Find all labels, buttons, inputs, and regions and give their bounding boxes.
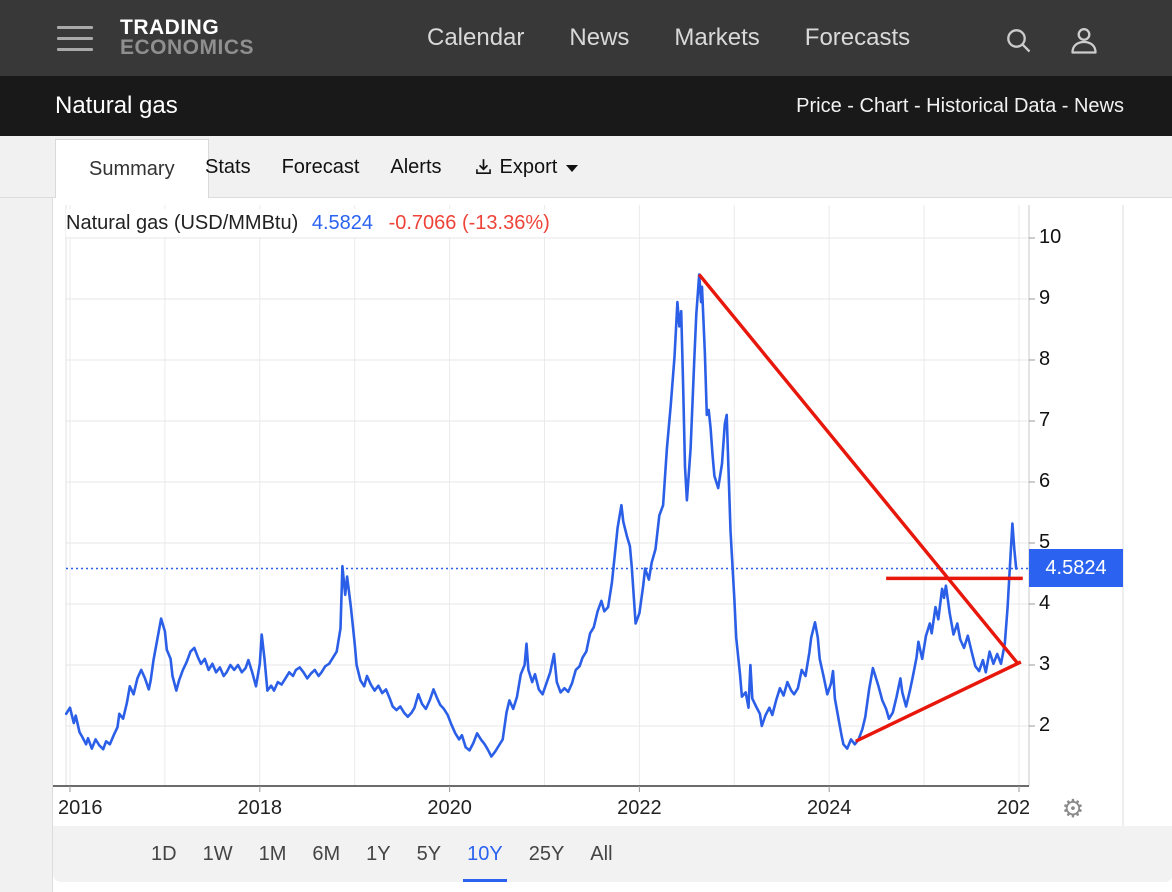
caret-down-icon bbox=[566, 165, 579, 172]
range-button-1d[interactable]: 1D bbox=[151, 842, 177, 865]
x-axis-label-2018: 2018 bbox=[237, 797, 283, 819]
nav-link-forecasts[interactable]: Forecasts bbox=[804, 24, 911, 51]
chart-card: Natural gas (USD/MMBtu) 4.5824 -0.7066 (… bbox=[52, 198, 1172, 892]
x-axis-labels: 2016 2018 2020 2022 2024 2026 bbox=[53, 797, 1029, 823]
descending-trendline bbox=[697, 273, 1020, 665]
nav-link-news[interactable]: News bbox=[569, 24, 630, 51]
y-axis-label-6: 6 bbox=[1039, 470, 1051, 492]
main-nav-links: Calendar News Markets Forecasts bbox=[427, 0, 910, 76]
tab-forecast[interactable]: Forecast bbox=[281, 155, 360, 178]
export-label: Export bbox=[499, 155, 558, 178]
range-button-1w[interactable]: 1W bbox=[202, 842, 233, 865]
y-axis-label-5: 5 bbox=[1039, 531, 1051, 553]
range-button-1y[interactable]: 1Y bbox=[366, 842, 391, 865]
logo-line1: TRADING bbox=[120, 16, 220, 39]
user-account-icon[interactable] bbox=[1069, 26, 1099, 56]
current-price-badge: 4.5824 bbox=[1029, 549, 1123, 587]
instrument-label: Natural gas (USD/MMBtu) bbox=[66, 212, 299, 234]
price-chart[interactable] bbox=[53, 198, 1172, 826]
x-axis-label-2022: 2022 bbox=[617, 797, 662, 819]
range-button-6m[interactable]: 6M bbox=[312, 842, 341, 865]
ascending-trendline bbox=[855, 660, 1022, 743]
y-axis-label-4: 4 bbox=[1039, 592, 1051, 614]
logo-line2: ECONOMICS bbox=[120, 36, 255, 59]
search-icon[interactable] bbox=[1004, 26, 1034, 56]
download-icon bbox=[475, 158, 491, 174]
page-title: Natural gas bbox=[55, 92, 178, 119]
instrument-title-bar: Natural gas Price - Chart - Historical D… bbox=[0, 76, 1172, 136]
tab-bar: Summary Stats Forecast Alerts Export bbox=[0, 136, 1172, 199]
chart-settings-gear-icon[interactable]: ⚙ bbox=[1061, 795, 1085, 823]
tab-group: Stats Forecast Alerts Export bbox=[205, 136, 579, 198]
export-button[interactable]: Export bbox=[473, 156, 579, 179]
x-axis-label-2026: 2026 bbox=[996, 797, 1029, 819]
hamburger-menu-icon[interactable] bbox=[57, 26, 93, 53]
tab-stats[interactable]: Stats bbox=[205, 155, 251, 178]
range-button-all[interactable]: All bbox=[590, 842, 613, 865]
y-axis-label-10: 10 bbox=[1039, 226, 1062, 248]
range-button-25y[interactable]: 25Y bbox=[528, 842, 565, 865]
y-axis-label-2: 2 bbox=[1039, 714, 1051, 736]
nav-link-markets[interactable]: Markets bbox=[674, 24, 760, 51]
x-axis-label-2024: 2024 bbox=[806, 797, 852, 819]
price-change-value: -0.7066 (-13.36%) bbox=[388, 212, 550, 234]
trading-economics-logo[interactable]: TRADING ECONOMICS bbox=[120, 16, 255, 59]
x-axis-label-2020: 2020 bbox=[427, 797, 472, 819]
last-price-value: 4.5824 bbox=[311, 212, 374, 234]
range-button-1m[interactable]: 1M bbox=[258, 842, 287, 865]
nav-link-calendar[interactable]: Calendar bbox=[427, 24, 525, 51]
x-axis-label-2016: 2016 bbox=[58, 797, 103, 819]
breadcrumb[interactable]: Price - Chart - Historical Data - News bbox=[796, 94, 1124, 117]
tab-summary[interactable]: Summary bbox=[55, 139, 209, 199]
range-button-5y[interactable]: 5Y bbox=[416, 842, 442, 865]
y-axis-label-7: 7 bbox=[1039, 409, 1051, 431]
time-range-selector: 1D 1W 1M 6M 1Y 5Y 10Y 25Y All bbox=[53, 826, 1172, 882]
top-navigation-bar: TRADING ECONOMICS Calendar News Markets For… bbox=[0, 0, 1172, 76]
range-button-10y[interactable]: 10Y bbox=[463, 829, 507, 882]
price-line-series bbox=[64, 273, 1018, 758]
tab-alerts[interactable]: Alerts bbox=[390, 155, 442, 178]
y-axis-label-3: 3 bbox=[1039, 653, 1051, 675]
chart-header: Natural gas (USD/MMBtu) 4.5824 -0.7066 (… bbox=[66, 209, 562, 237]
y-axis-label-9: 9 bbox=[1039, 287, 1051, 309]
y-axis-label-8: 8 bbox=[1039, 348, 1051, 370]
